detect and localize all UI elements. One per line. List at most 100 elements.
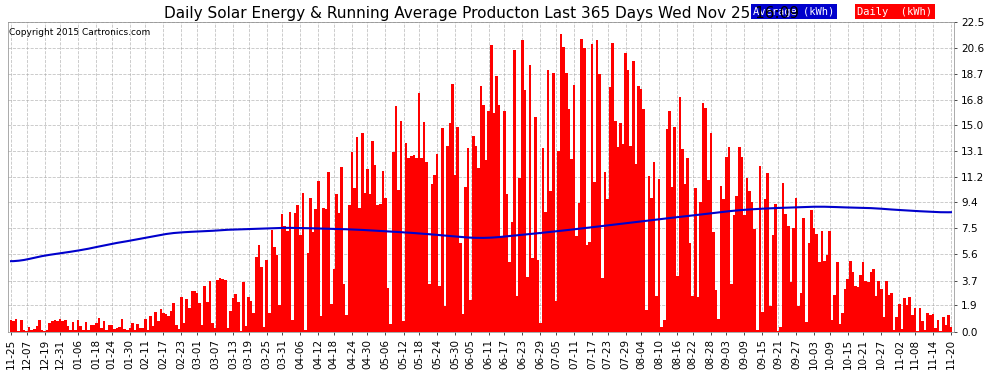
Bar [557, 151, 559, 332]
Bar [869, 272, 872, 332]
Bar [797, 306, 800, 332]
Bar [448, 123, 451, 332]
Bar [872, 269, 875, 332]
Bar [614, 121, 617, 332]
Bar [477, 168, 480, 332]
Bar [361, 133, 363, 332]
Title: Daily Solar Energy & Running Average Producton Last 365 Days Wed Nov 25 16:09: Daily Solar Energy & Running Average Pro… [163, 6, 799, 21]
Bar [392, 152, 394, 332]
Bar [503, 111, 506, 332]
Bar [914, 308, 916, 332]
Bar [922, 321, 924, 332]
Bar [41, 330, 44, 332]
Bar [113, 329, 116, 332]
Bar [506, 194, 508, 332]
Bar [604, 172, 606, 332]
Bar [652, 162, 655, 332]
Bar [203, 286, 206, 332]
Bar [79, 326, 82, 332]
Bar [368, 194, 371, 332]
Bar [245, 326, 248, 332]
Bar [317, 181, 320, 332]
Bar [71, 322, 74, 332]
Bar [622, 144, 625, 332]
Bar [903, 298, 906, 332]
Bar [862, 262, 864, 332]
Bar [580, 39, 583, 332]
Bar [544, 212, 546, 332]
Bar [92, 325, 95, 332]
Bar [673, 128, 676, 332]
Bar [82, 330, 84, 332]
Bar [877, 281, 880, 332]
Bar [467, 148, 469, 332]
Bar [283, 226, 286, 332]
Bar [98, 318, 100, 332]
Bar [748, 190, 750, 332]
Bar [909, 297, 911, 332]
Bar [575, 236, 578, 332]
Bar [534, 117, 537, 332]
Bar [588, 242, 591, 332]
Bar [707, 180, 710, 332]
Bar [296, 205, 299, 332]
Bar [810, 210, 813, 332]
Bar [154, 312, 157, 332]
Bar [307, 253, 309, 332]
Bar [249, 300, 252, 332]
Bar [823, 261, 826, 332]
Bar [583, 48, 586, 332]
Bar [537, 260, 540, 332]
Bar [196, 292, 198, 332]
Bar [400, 121, 402, 332]
Bar [763, 200, 766, 332]
Bar [193, 291, 196, 332]
Bar [777, 331, 779, 332]
Bar [217, 280, 219, 332]
Bar [18, 331, 20, 332]
Bar [230, 311, 232, 332]
Bar [77, 320, 79, 332]
Bar [612, 43, 614, 332]
Bar [353, 188, 355, 332]
Bar [206, 302, 209, 332]
Bar [782, 183, 784, 332]
Bar [864, 280, 867, 332]
Bar [464, 188, 467, 332]
Bar [718, 319, 720, 332]
Bar [906, 305, 909, 332]
Bar [232, 298, 235, 332]
Bar [69, 330, 71, 332]
Bar [408, 158, 410, 332]
Bar [490, 45, 493, 332]
Bar [87, 330, 90, 332]
Bar [686, 158, 689, 332]
Bar [291, 321, 294, 332]
Bar [859, 274, 862, 332]
Bar [723, 199, 725, 332]
Bar [578, 202, 580, 332]
Bar [74, 330, 77, 332]
Bar [15, 319, 18, 332]
Bar [309, 198, 312, 332]
Bar [330, 304, 333, 332]
Bar [53, 320, 56, 332]
Bar [650, 198, 652, 332]
Bar [376, 204, 379, 332]
Bar [890, 293, 893, 332]
Bar [413, 154, 415, 332]
Bar [766, 173, 769, 332]
Bar [58, 318, 61, 332]
Bar [428, 284, 431, 332]
Bar [774, 204, 777, 332]
Bar [389, 324, 392, 332]
Bar [95, 323, 98, 332]
Bar [426, 162, 428, 332]
Bar [842, 313, 843, 332]
Bar [725, 157, 728, 332]
Bar [116, 328, 118, 332]
Bar [839, 324, 842, 332]
Bar [325, 209, 328, 332]
Bar [888, 295, 890, 332]
Bar [660, 327, 663, 332]
